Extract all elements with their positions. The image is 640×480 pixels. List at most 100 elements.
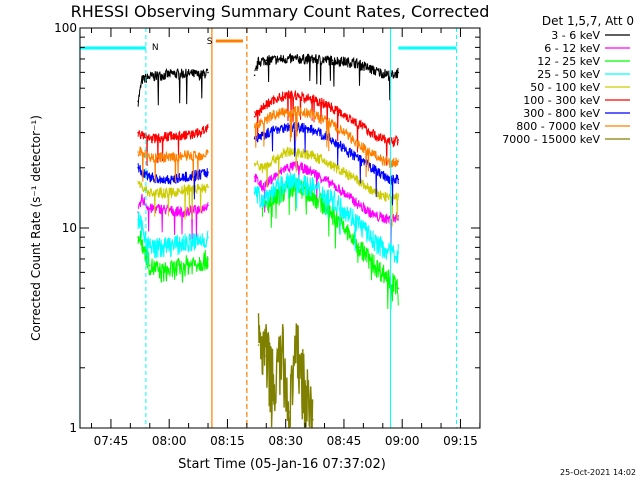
data-point-5-2-4	[284, 151, 287, 153]
data-point-7-2-4	[284, 126, 287, 128]
x-tick-label-3: 08:15	[210, 434, 245, 448]
data-point-3-2-2	[273, 198, 275, 200]
chart-title: RHESSI Observing Summary Count Rates, Co…	[71, 2, 490, 21]
data-point-4-1-7	[199, 240, 202, 242]
data-point-1-2-7	[354, 62, 357, 64]
legend-label-5: 50 - 100 keV	[530, 81, 600, 94]
x-tick-label-2: 08:00	[152, 434, 187, 448]
data-point-7-2-1	[253, 137, 256, 140]
data-point-6-2-4	[284, 94, 287, 97]
data-point-1-1-7	[199, 74, 202, 77]
data-point-8-2-10	[374, 154, 376, 157]
data-point-3-1-4	[160, 271, 163, 274]
data-point-1-2-8	[374, 70, 376, 72]
data-point-6-2-1	[253, 115, 256, 118]
series-line-5-segment-2	[254, 146, 399, 227]
data-point-4-1-1	[137, 218, 139, 221]
data-point-2-1-2	[141, 198, 143, 200]
data-point-8-2-1	[253, 126, 256, 128]
data-point-8-2-5	[296, 110, 299, 112]
data-point-9-1-2	[265, 354, 268, 357]
x-tick-label-6: 09:00	[385, 434, 420, 448]
data-point-8-2-6	[312, 113, 314, 116]
legend-title: Det 1,5,7, Att 0	[542, 14, 634, 28]
data-point-9-1-3	[273, 386, 275, 389]
data-point-2-2-12	[397, 215, 400, 217]
data-point-4-1-3	[149, 246, 151, 249]
data-point-5-1-4	[160, 192, 163, 194]
data-point-3-1-6	[183, 264, 186, 267]
x-tick-label-7: 09:15	[443, 434, 478, 448]
x-tick-label-1: 07:45	[94, 434, 129, 448]
data-point-3-1-3	[149, 264, 151, 267]
data-point-3-1-8	[207, 258, 209, 260]
data-point-1-2-2	[257, 60, 260, 63]
legend-label-1: 3 - 6 keV	[551, 29, 600, 42]
data-point-7-1-3	[149, 176, 151, 178]
data-point-5-1-8	[207, 186, 209, 188]
data-point-7-2-12	[397, 178, 400, 181]
data-point-1-1-8	[207, 71, 209, 74]
data-point-8-2-9	[358, 144, 361, 146]
series-line-6-segment-1	[137, 123, 209, 167]
data-point-6-2-5	[296, 94, 299, 97]
data-point-2-2-2	[261, 186, 264, 188]
data-point-7-2-10	[374, 169, 376, 171]
data-point-2-2-5	[296, 164, 299, 167]
data-point-9-1-8	[312, 418, 314, 421]
data-point-7-1-5	[172, 178, 174, 181]
data-point-1-1-2	[141, 79, 143, 81]
series-line-4-segment-1	[137, 211, 209, 266]
data-point-4-1-2	[141, 227, 143, 229]
data-point-6-1-6	[183, 134, 186, 137]
legend-label-4: 25 - 50 keV	[537, 68, 600, 81]
data-point-2-1-4	[160, 207, 163, 210]
data-point-2-2-8	[343, 192, 345, 194]
data-point-4-2-1	[253, 192, 256, 194]
plot-area	[137, 53, 400, 428]
data-point-8-1-3	[149, 156, 151, 159]
data-point-8-1-5	[172, 156, 174, 159]
data-point-4-2-4	[284, 181, 287, 183]
data-point-1-1-1	[137, 100, 139, 103]
data-point-4-1-5	[172, 244, 174, 246]
y-tick-label-3: 100	[54, 21, 77, 35]
series-line-1-segment-2	[254, 53, 399, 101]
data-point-1-1-5	[172, 73, 174, 75]
data-point-1-2-4	[284, 58, 287, 60]
data-point-5-2-12	[397, 194, 400, 197]
data-point-4-1-6	[183, 242, 186, 244]
data-point-1-2-3	[265, 59, 268, 61]
data-point-6-2-9	[358, 123, 361, 126]
y-tick-label-2: 10	[62, 221, 77, 235]
series-line-5-segment-1	[137, 181, 209, 220]
data-point-4-2-12	[397, 252, 400, 254]
data-point-2-2-7	[327, 181, 330, 183]
data-point-8-2-7	[327, 120, 330, 123]
data-point-2-2-3	[273, 176, 275, 178]
data-point-7-2-3	[273, 128, 275, 131]
data-point-4-2-9	[358, 223, 361, 225]
data-point-6-2-8	[343, 113, 345, 116]
series-line-6-segment-2	[254, 90, 399, 166]
data-point-7-1-8	[207, 171, 209, 173]
data-point-2-2-9	[358, 204, 361, 206]
data-point-4-2-6	[312, 186, 314, 188]
data-point-2-2-6	[312, 171, 314, 173]
data-point-3-1-7	[199, 260, 202, 263]
data-point-4-2-5	[296, 181, 299, 183]
data-point-1-2-1	[253, 74, 256, 77]
data-point-5-2-10	[374, 192, 376, 194]
data-point-2-1-5	[172, 209, 174, 212]
legend-label-6: 100 - 300 keV	[523, 94, 600, 107]
data-point-7-1-1	[137, 167, 139, 169]
data-point-1-2-10	[397, 71, 400, 74]
footer-timestamp: 25-Oct-2021 14:02	[560, 468, 636, 477]
data-point-5-1-3	[149, 192, 151, 194]
data-point-6-1-3	[149, 137, 151, 140]
data-point-5-2-5	[296, 151, 299, 153]
data-point-6-2-2	[261, 106, 264, 109]
data-point-3-2-7	[343, 227, 345, 229]
data-point-3-1-2	[141, 241, 143, 243]
data-point-8-2-3	[273, 113, 275, 116]
